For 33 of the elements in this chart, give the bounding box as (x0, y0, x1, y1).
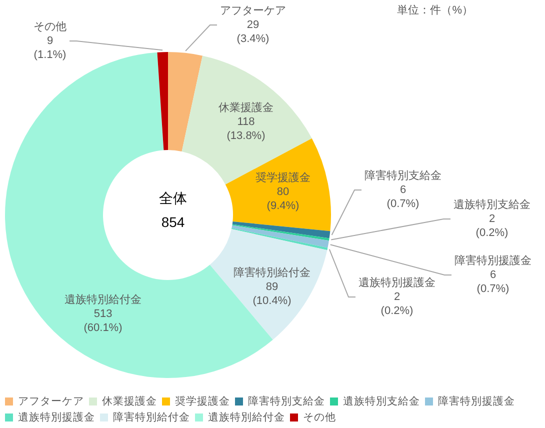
data-label: 80 (9.4%) (266, 186, 300, 212)
slice-label: 休業援護金 (218, 101, 274, 114)
text: 全体 (159, 190, 187, 206)
slice-label: 障害特別給付金 (234, 266, 310, 279)
legend-label: 障害特別支給金 (248, 394, 325, 408)
slice-label: 奨学援護金 (256, 171, 310, 184)
data-label: 2 (0.2%) (476, 213, 508, 239)
text: 854 (161, 214, 185, 230)
data-label: 513 (60.1%) (84, 308, 122, 334)
data-label: 9 (1.1%) (34, 35, 66, 61)
legend-label: 遺族特別支給金 (343, 394, 420, 408)
legend-label: 障害特別援護金 (438, 394, 515, 408)
data-label: 29 (3.4%) (236, 19, 270, 45)
legend-label: アフターケア (18, 396, 84, 408)
slice-label: 遺族特別給付金 (64, 293, 142, 306)
data-label: 6 (0.7%) (386, 184, 420, 210)
slice-label: 遺族特別支給金 (454, 198, 530, 211)
slice-label: 障害特別援護金 (454, 254, 532, 267)
legend-label: その他 (303, 412, 336, 424)
slice-label: 遺族特別援護金 (358, 276, 436, 289)
legend-label: 遺族特別給付金 (208, 410, 285, 424)
slice-label: その他 (34, 21, 66, 33)
legend-label: 奨学援護金 (175, 394, 230, 408)
legend-label: 遺族特別援護金 (18, 410, 95, 424)
data-label: 118 (13.8%) (226, 116, 266, 142)
data-label: 6 (0.7%) (476, 269, 510, 295)
text: 単位：件（%） (397, 4, 473, 16)
legend-label: 休業援護金 (102, 394, 157, 408)
data-label: 2 (0.2%) (380, 291, 414, 317)
slice-label: 障害特別支給金 (364, 169, 442, 182)
data-label: 89 (10.4%) (252, 281, 292, 307)
legend-label: 障害特別給付金 (113, 410, 190, 424)
slice-label: アフターケア (220, 5, 286, 17)
